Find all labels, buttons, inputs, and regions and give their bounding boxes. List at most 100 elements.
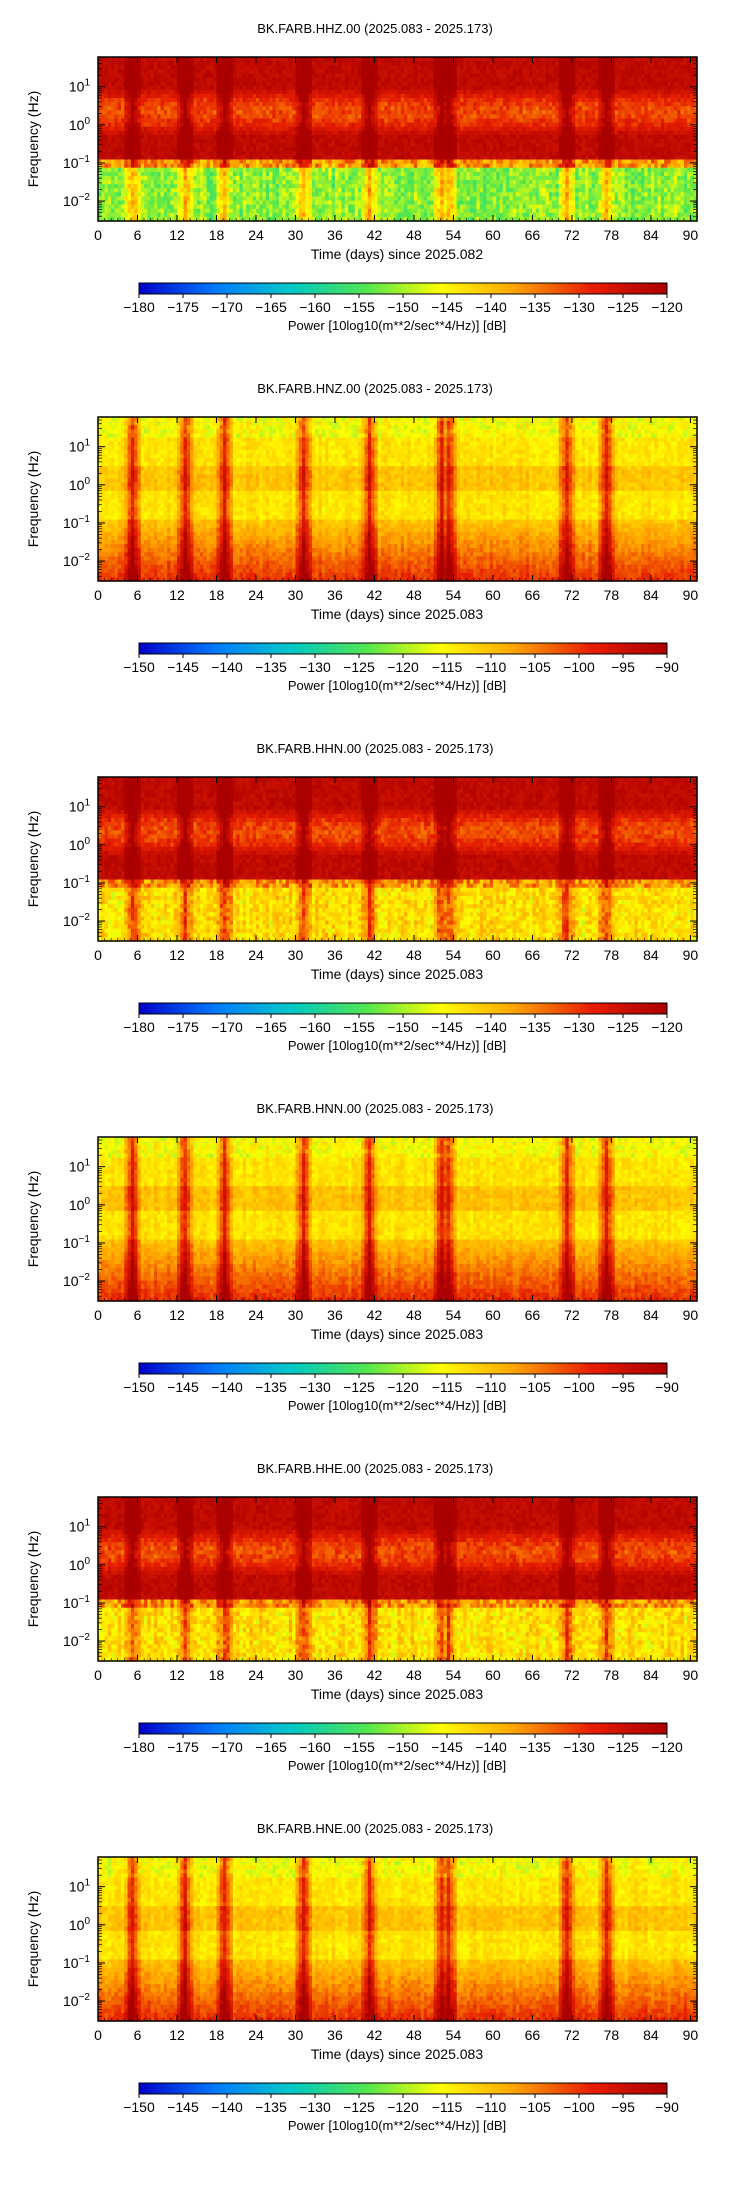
- y-tick-label: 10−1: [63, 1594, 90, 1611]
- x-tick-label: 42: [367, 2027, 383, 2043]
- x-tick-label: 12: [169, 947, 185, 963]
- colorbar-tick-label: −110: [476, 2099, 507, 2115]
- y-tick-label: 10−2: [63, 1992, 90, 2009]
- x-tick-label: 90: [683, 1667, 699, 1683]
- colorbar-tick-label: −150: [387, 1739, 419, 1755]
- x-tick-label: 18: [209, 947, 225, 963]
- spectrogram-panel-1: BK.FARB.HHZ.00 (2025.083 - 2025.173) 0 6 12…: [25, 21, 698, 333]
- colorbar-tick-label: −160: [299, 1019, 331, 1035]
- colorbar-tick-label: −145: [431, 1019, 463, 1035]
- plot-frame: [97, 416, 698, 582]
- x-tick-label: 24: [248, 2027, 264, 2043]
- x-tick-label: 84: [643, 587, 659, 603]
- colorbar-tick-label: −135: [519, 1019, 551, 1035]
- colorbar-tick-label: −130: [563, 1019, 595, 1035]
- x-tick-label: 42: [367, 947, 383, 963]
- colorbar-tick-label: −145: [167, 1379, 199, 1395]
- x-tick-label: 72: [564, 947, 580, 963]
- y-axis-label: Frequency (Hz): [25, 451, 41, 547]
- colorbar-tick-label: −115: [432, 659, 463, 675]
- colorbar-tick-label: −180: [123, 1019, 155, 1035]
- colorbar-tick-label: −130: [299, 2099, 331, 2115]
- x-tick-label: 78: [604, 2027, 620, 2043]
- colorbar-label: Power [10log10(m**2/sec**4/Hz)] [dB]: [288, 678, 506, 693]
- colorbar-tick-label: −150: [387, 299, 419, 315]
- y-tick-label: 101: [69, 798, 91, 815]
- colorbar-tick-label: −125: [343, 659, 375, 675]
- colorbar-tick-label: −100: [563, 2099, 595, 2115]
- spectrogram-panel-3: BK.FARB.HHN.00 (2025.083 - 2025.173) 0 6 12…: [25, 741, 698, 1053]
- x-tick-label: 6: [134, 2027, 142, 2043]
- y-tick-label: 10−2: [63, 192, 90, 209]
- colorbar-tick-label: −145: [431, 299, 463, 315]
- y-tick-label: 10−1: [63, 1234, 90, 1251]
- x-tick-label: 48: [406, 1667, 422, 1683]
- x-tick-label: 0: [94, 1667, 102, 1683]
- x-tick-label: 12: [169, 587, 185, 603]
- colorbar-tick-label: −105: [519, 659, 551, 675]
- colorbar-tick-label: −180: [123, 1739, 155, 1755]
- x-tick-label: 0: [94, 1307, 102, 1323]
- colorbar-tick-label: −175: [167, 1019, 199, 1035]
- colorbar: −150 −145 −140 −135 −130 −125 −120 −115 −110 −105…: [123, 1362, 679, 1413]
- colorbar-tick-label: −155: [343, 1019, 375, 1035]
- y-tick-label: 101: [69, 1518, 91, 1535]
- colorbar-tick-label: −155: [343, 1739, 375, 1755]
- colorbar-tick-label: −135: [255, 659, 287, 675]
- x-tick-label: 18: [209, 587, 225, 603]
- x-tick-label: 60: [485, 1307, 501, 1323]
- x-tick-label: 84: [643, 1667, 659, 1683]
- colorbar-tick-label: −170: [211, 1019, 243, 1035]
- y-axis-label: Frequency (Hz): [25, 1531, 41, 1627]
- colorbar-tick-label: −180: [123, 299, 155, 315]
- colorbar: −150 −145 −140 −135 −130 −125 −120 −115 −110 −105…: [123, 2082, 679, 2133]
- colorbar-tick-label: −130: [299, 659, 331, 675]
- x-tick-label: 36: [327, 227, 343, 243]
- colorbar-tick-label: −100: [563, 1379, 595, 1395]
- x-tick-label: 24: [248, 227, 264, 243]
- colorbar-label: Power [10log10(m**2/sec**4/Hz)] [dB]: [288, 2118, 506, 2133]
- colorbar-tick-label: −110: [476, 659, 507, 675]
- x-tick-label: 6: [134, 227, 142, 243]
- y-tick-label: 101: [69, 78, 91, 95]
- x-tick-label: 0: [94, 2027, 102, 2043]
- colorbar-tick-label: −160: [299, 1739, 331, 1755]
- x-tick-label: 0: [94, 587, 102, 603]
- x-tick-label: 72: [564, 587, 580, 603]
- colorbar-tick-label: −95: [611, 2099, 635, 2115]
- spectrogram-heatmap: [98, 1137, 698, 1302]
- y-tick-label: 10−2: [63, 912, 90, 929]
- y-tick-label: 100: [69, 116, 91, 133]
- colorbar-tick-label: −135: [519, 1739, 551, 1755]
- x-tick-label: 18: [209, 1307, 225, 1323]
- colorbar-tick-label: −150: [387, 1019, 419, 1035]
- y-axis-label: Frequency (Hz): [25, 811, 41, 907]
- spectrogram-heatmap: [98, 417, 698, 582]
- x-tick-label: 66: [525, 1307, 541, 1323]
- colorbar: −180 −175 −170 −165 −160 −155 −150 −145 −140 −135…: [123, 1722, 683, 1773]
- x-tick-label: 42: [367, 1307, 383, 1323]
- y-tick-label: 100: [69, 836, 91, 853]
- x-axis-label: Time (days) since 2025.083: [311, 966, 483, 982]
- colorbar-tick-label: −120: [651, 299, 683, 315]
- x-tick-label: 48: [406, 947, 422, 963]
- x-tick-label: 78: [604, 1307, 620, 1323]
- x-tick-label: 66: [525, 587, 541, 603]
- x-tick-label: 24: [248, 1307, 264, 1323]
- x-tick-label: 18: [209, 227, 225, 243]
- y-axis-label: Frequency (Hz): [25, 1891, 41, 1987]
- colorbar-tick-label: −145: [431, 1739, 463, 1755]
- colorbar-tick-label: −125: [607, 1019, 639, 1035]
- y-axis-label: Frequency (Hz): [25, 91, 41, 187]
- x-tick-label: 42: [367, 1667, 383, 1683]
- x-tick-label: 6: [134, 1307, 142, 1323]
- colorbar-label: Power [10log10(m**2/sec**4/Hz)] [dB]: [288, 1398, 506, 1413]
- colorbar-tick-label: −145: [167, 2099, 199, 2115]
- colorbar-tick-label: −95: [611, 1379, 635, 1395]
- x-tick-label: 6: [134, 947, 142, 963]
- x-tick-label: 66: [525, 947, 541, 963]
- y-tick-label: 100: [69, 1556, 91, 1573]
- x-tick-label: 30: [288, 947, 304, 963]
- x-tick-label: 54: [446, 1667, 462, 1683]
- x-tick-label: 18: [209, 1667, 225, 1683]
